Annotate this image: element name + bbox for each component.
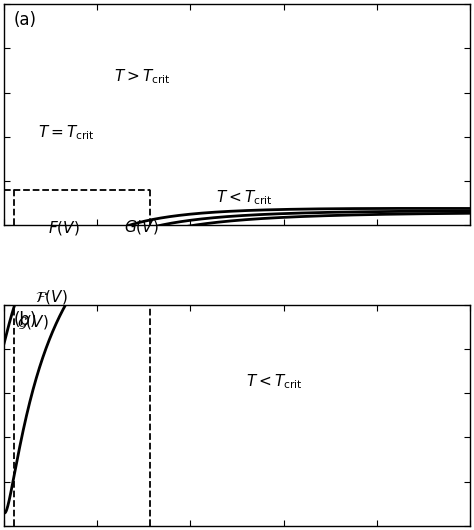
Text: $G(V)$: $G(V)$ — [124, 218, 159, 236]
Text: $\mathcal{G}(V)$: $\mathcal{G}(V)$ — [18, 313, 49, 331]
Text: $T < T_\mathrm{crit}$: $T < T_\mathrm{crit}$ — [216, 188, 272, 207]
Text: (b): (b) — [13, 311, 37, 329]
Text: $F(V)$: $F(V)$ — [48, 218, 80, 236]
Text: $\mathcal{F}(V)$: $\mathcal{F}(V)$ — [35, 288, 68, 306]
Text: $T > T_\mathrm{crit}$: $T > T_\mathrm{crit}$ — [114, 67, 171, 86]
Text: $T < T_\mathrm{crit}$: $T < T_\mathrm{crit}$ — [246, 372, 303, 391]
Text: (a): (a) — [13, 11, 36, 29]
Text: $T = T_\mathrm{crit}$: $T = T_\mathrm{crit}$ — [38, 123, 94, 142]
